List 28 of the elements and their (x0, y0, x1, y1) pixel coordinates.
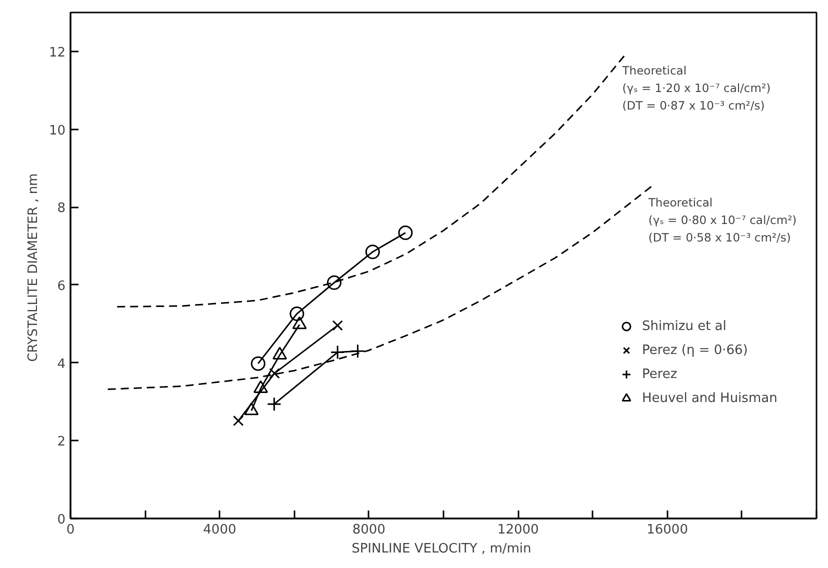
x-tick-label: 4000 (203, 522, 236, 538)
annotation: Theoretical (γₛ = 1·20 x 10⁻⁷ cal/cm²) (DT = 0·87 x 10⁻³ cm²/s) (621, 63, 771, 112)
y-tick-label: 2 (57, 434, 66, 450)
y-tick-label: 0 (57, 512, 66, 528)
point (332, 320, 343, 331)
y-tick-label: 10 (48, 123, 66, 138)
point (290, 306, 304, 321)
point (233, 415, 244, 426)
point (326, 275, 342, 290)
legend-label: Shimizu et al (642, 318, 726, 334)
y-tick-label: 12 (48, 45, 66, 60)
point (250, 356, 266, 371)
y-axis-title: CRYSTALLITE DIAMETER , nm (26, 173, 41, 362)
x-tick-label: 16000 (646, 522, 688, 538)
x-tick-label: 8000 (352, 522, 386, 538)
legend-label: Heuvel and Huisman (642, 390, 778, 406)
point (269, 368, 280, 379)
point (398, 226, 413, 240)
legend-label: Perez (η = 0·66) (642, 342, 748, 358)
y-tick-label: 6 (57, 278, 66, 294)
x-tick-label: 12000 (497, 522, 539, 538)
y-tick-label: 8 (57, 201, 66, 216)
annotation: Theoretical (γₛ = 0·80 x 10⁻⁷ cal/cm²) (DT = 0·58 x 10⁻³ cm²/s) (647, 196, 797, 245)
point (365, 244, 380, 260)
point (266, 396, 282, 412)
legend-label: Perez (642, 366, 678, 382)
y-tick-label: 4 (57, 356, 66, 372)
x-axis-title: SPINLINE VELOCITY , m/min (352, 542, 532, 556)
